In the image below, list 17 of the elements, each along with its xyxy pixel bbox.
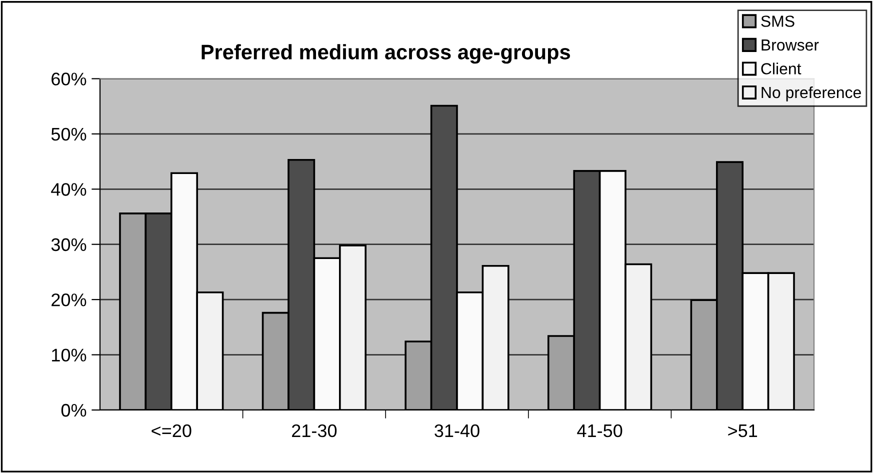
chart-title: Preferred medium across age-groups <box>202 44 570 64</box>
x-tick-label: <=20 <box>152 424 192 438</box>
y-tick-label: 50% <box>51 128 86 141</box>
x-tick-label: 21-30 <box>292 424 337 438</box>
legend-label: Browser <box>762 40 819 51</box>
y-tick-label: 30% <box>51 238 86 252</box>
x-tick-label: 41-50 <box>577 424 622 438</box>
y-tick-label: 10% <box>52 348 86 362</box>
legend-label: No preference <box>762 86 861 102</box>
legend-label: Client <box>761 62 802 74</box>
y-tick-label: 20% <box>52 294 86 306</box>
x-tick-label: >51 <box>728 424 758 438</box>
x-tick-label: 31-40 <box>434 424 480 438</box>
y-tick-label: 0% <box>61 404 86 417</box>
y-tick-label: 60% <box>52 72 86 86</box>
y-tick-label: 40% <box>51 183 86 196</box>
legend-label: SMS <box>761 16 794 27</box>
